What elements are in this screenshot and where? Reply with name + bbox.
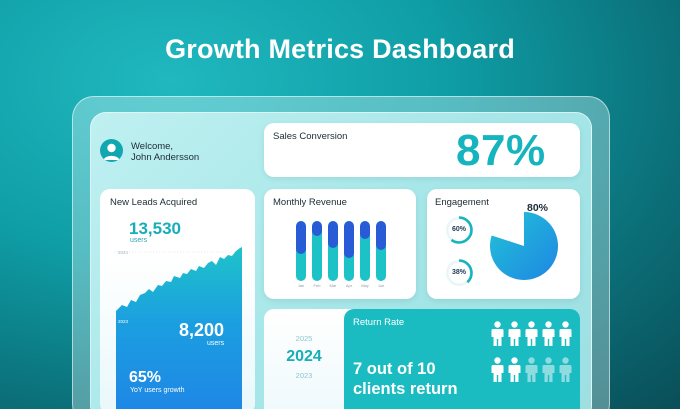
revenue-bar-fill bbox=[328, 221, 338, 248]
revenue-bar-jun[interactable] bbox=[376, 221, 386, 281]
new-leads-card[interactable]: New Leads Acquired 13,530 users 2024 202… bbox=[100, 189, 255, 409]
avatar[interactable] bbox=[100, 139, 123, 162]
sales-conversion-card[interactable]: Sales Conversion 87% bbox=[264, 123, 580, 177]
revenue-bar-jan[interactable] bbox=[296, 221, 306, 281]
person-icon bbox=[525, 321, 538, 346]
ring-38-label: 38% bbox=[451, 269, 466, 276]
month-label: Jan bbox=[297, 283, 305, 288]
monthly-revenue-card[interactable]: Monthly Revenue Jan Feb Mar Apr May Jun bbox=[264, 189, 416, 299]
revenue-bar-feb[interactable] bbox=[312, 221, 322, 281]
revenue-bar-mar[interactable] bbox=[328, 221, 338, 281]
revenue-bar-fill bbox=[312, 221, 322, 236]
revenue-bar-may[interactable] bbox=[360, 221, 370, 281]
engagement-main-value: 80% bbox=[527, 202, 549, 214]
person-icon bbox=[559, 357, 572, 382]
revenue-bar-apr[interactable] bbox=[344, 221, 354, 281]
person-icon bbox=[542, 321, 555, 346]
year-2023-marker: 2023 bbox=[118, 319, 129, 324]
month-label: Jun bbox=[377, 283, 385, 288]
revenue-bar-fill bbox=[360, 221, 370, 239]
return-rate-line2: clients return bbox=[353, 380, 458, 398]
person-icon bbox=[508, 321, 521, 346]
engagement-rings bbox=[445, 212, 558, 287]
month-label: May bbox=[361, 283, 369, 288]
user-name: John Andersson bbox=[131, 152, 200, 163]
person-icon bbox=[559, 321, 572, 346]
leads-growth-area bbox=[114, 247, 242, 409]
engagement-pie-slice bbox=[490, 212, 558, 280]
person-icon bbox=[525, 357, 538, 382]
revenue-bar-fill bbox=[296, 221, 306, 254]
engagement-label: Engagement bbox=[435, 197, 489, 208]
sales-conversion-label: Sales Conversion bbox=[273, 131, 348, 142]
year-2024-marker: 2024 bbox=[118, 250, 129, 255]
year-option-2023[interactable]: 2023 bbox=[295, 371, 313, 380]
return-rate-card[interactable]: Return Rate 7 out of 10 clients return bbox=[344, 309, 580, 409]
person-icon bbox=[491, 357, 504, 382]
month-label: Apr bbox=[345, 283, 353, 288]
user-avatar-icon bbox=[103, 143, 120, 160]
revenue-bar-fill bbox=[376, 221, 386, 250]
yoy-growth-label: YoY users growth bbox=[130, 387, 185, 394]
month-label: Feb bbox=[313, 283, 321, 288]
page-title: Growth Metrics Dashboard bbox=[165, 34, 515, 64]
return-rate-line1: 7 out of 10 bbox=[353, 360, 436, 378]
yoy-growth-value: 65% bbox=[129, 369, 162, 386]
leads-count: 13,530 bbox=[129, 219, 181, 238]
new-leads-label: New Leads Acquired bbox=[110, 197, 198, 208]
ring-60-progress bbox=[445, 216, 473, 244]
year-selector-card[interactable]: 2025 2024 2023 bbox=[264, 309, 354, 409]
person-icon bbox=[491, 321, 504, 346]
welcome-text: Welcome, John Andersson bbox=[131, 141, 199, 163]
prev-leads-count: 8,200 bbox=[179, 320, 225, 340]
ring-60-label: 60% bbox=[451, 226, 466, 233]
ring-38-progress bbox=[445, 259, 473, 287]
revenue-bar-fill bbox=[344, 221, 354, 258]
monthly-revenue-label: Monthly Revenue bbox=[273, 197, 347, 208]
engagement-card[interactable]: Engagement 60% 38% 80% bbox=[427, 189, 580, 299]
welcome-greeting: Welcome, bbox=[131, 141, 174, 152]
person-icon bbox=[508, 357, 521, 382]
year-option-2024[interactable]: 2024 bbox=[286, 348, 322, 365]
prev-leads-unit: users bbox=[207, 340, 225, 347]
month-label: Mar bbox=[329, 283, 337, 288]
year-option-2025[interactable]: 2025 bbox=[295, 334, 313, 343]
person-icon bbox=[542, 357, 555, 382]
return-rate-label: Return Rate bbox=[353, 317, 405, 328]
leads-count-unit: users bbox=[130, 237, 148, 244]
sales-conversion-value: 87% bbox=[456, 126, 546, 175]
